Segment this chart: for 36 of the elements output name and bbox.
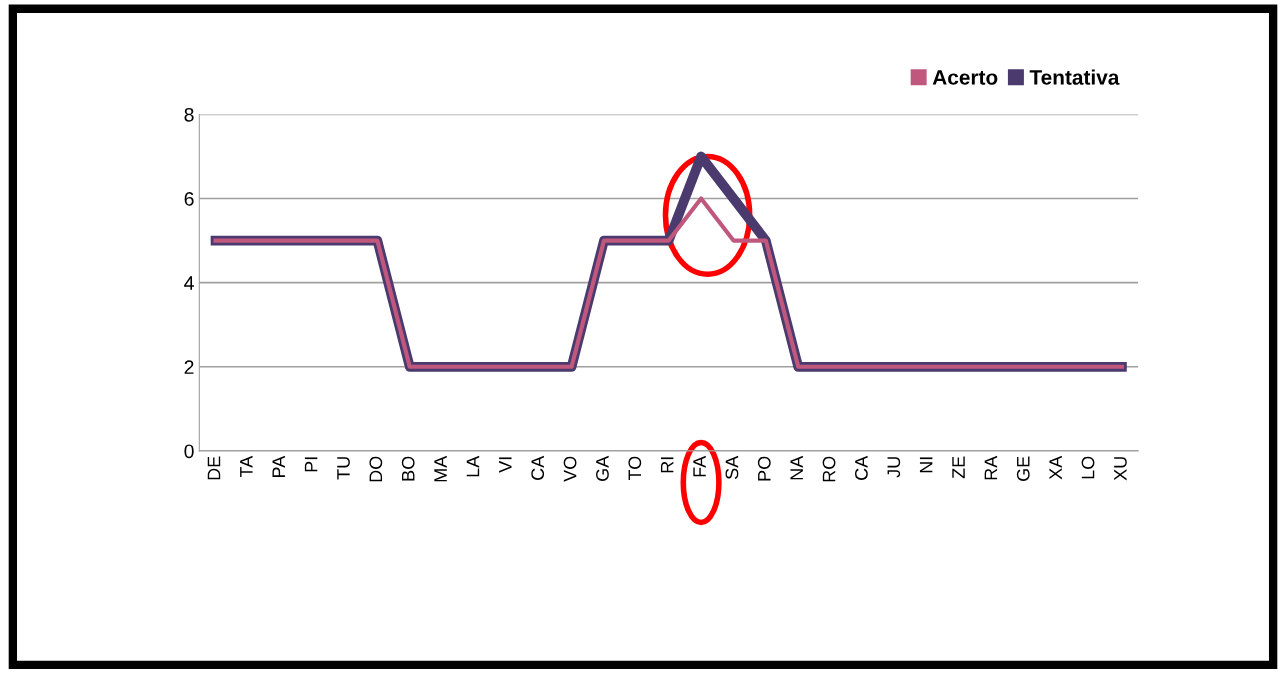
x-tick-label: TO (628, 456, 642, 481)
x-tick-label: VI (499, 457, 512, 473)
x-tick-label: RI (660, 457, 674, 473)
x-tick-label: RA (984, 455, 998, 480)
x-tick-label: NI (919, 457, 933, 473)
x-tick-label: PA (272, 455, 285, 478)
y-tick-label: 2 (184, 360, 194, 374)
x-tick-label: ZE (952, 456, 965, 479)
x-tick-label: BO (401, 456, 415, 481)
x-tick-label: GE (1016, 456, 1030, 481)
x-tick-label: SA (725, 455, 739, 480)
y-tick-label: 0 (184, 444, 194, 459)
x-tick-label: LO (1081, 456, 1095, 479)
legend-label: Acerto (932, 70, 998, 85)
x-tick-label: TU (337, 457, 350, 480)
x-tick-label: TA (240, 455, 253, 478)
x-tick-label: DO (369, 456, 383, 482)
x-tick-label: NA (790, 455, 803, 480)
x-tick-label: MA (434, 455, 447, 482)
x-tick-label: XU (1114, 457, 1127, 481)
y-tick-label: 8 (184, 107, 194, 122)
x-tick-label: CA (531, 455, 545, 480)
x-tick-label: CA (855, 455, 868, 480)
y-tick-label: 6 (184, 192, 194, 206)
x-tick-label: PO (757, 456, 771, 481)
x-tick-label: LA (466, 455, 480, 477)
legend-label: Tentativa (1029, 69, 1120, 85)
x-tick-label: VO (563, 456, 577, 482)
x-tick-label: GA (596, 455, 609, 481)
x-tick-label: XA (1049, 455, 1062, 480)
x-tick-label: JU (887, 457, 901, 478)
x-tick-label: RO (822, 456, 836, 482)
x-tick-label: FA (693, 455, 706, 477)
y-tick-label: 4 (184, 276, 194, 290)
x-tick-label: DE (207, 456, 221, 480)
x-tick-label: PI (304, 457, 318, 472)
